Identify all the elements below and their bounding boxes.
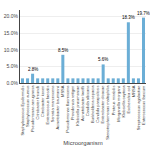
- svg-text:Pseudomonas fluorescens: Pseudomonas fluorescens: [65, 86, 70, 133]
- svg-text:8.5%: 8.5%: [58, 48, 68, 53]
- svg-text:20.0%: 20.0%: [4, 13, 19, 19]
- svg-text:Proteus mirabilis: Proteus mirabilis: [111, 86, 116, 116]
- svg-text:Morganella morganii: Morganella morganii: [116, 85, 121, 121]
- svg-text:Escherichia coli: Escherichia coli: [126, 85, 131, 113]
- svg-text:19.7%: 19.7%: [137, 11, 150, 16]
- svg-text:Enterococcus faecalis: Enterococcus faecalis: [45, 86, 50, 125]
- svg-text:Burkholderia cepacia: Burkholderia cepacia: [90, 85, 95, 123]
- svg-text:0.0%: 0.0%: [7, 80, 19, 86]
- svg-text:MSSA: MSSA: [60, 85, 65, 97]
- svg-text:Streptococcus agalactiae: Streptococcus agalactiae: [136, 85, 141, 130]
- svg-text:18.3%: 18.3%: [122, 15, 135, 20]
- svg-text:Staphylococcus aureus: Staphylococcus aureus: [25, 86, 30, 127]
- svg-text:Acinetobacter baumannii: Acinetobacter baumannii: [55, 85, 60, 129]
- svg-text:Candida albicans: Candida albicans: [85, 86, 90, 117]
- svg-text:Acinetobacter lwoffii: Acinetobacter lwoffii: [80, 85, 85, 121]
- svg-text:Pseudomonas aeruginosa: Pseudomonas aeruginosa: [30, 85, 35, 132]
- svg-text:Serratia marcescens: Serratia marcescens: [50, 86, 55, 123]
- svg-text:Staphylococcus Epidermidis: Staphylococcus Epidermidis: [20, 86, 25, 136]
- svg-text:5.0%: 5.0%: [7, 63, 19, 69]
- svg-text:Citrobacter koseri: Citrobacter koseri: [40, 85, 45, 116]
- svg-text:MRSA: MRSA: [131, 85, 136, 97]
- svg-text:Klebsiella pneumoniae: Klebsiella pneumoniae: [75, 85, 80, 126]
- svg-text:Providencia rettgeri: Providencia rettgeri: [70, 85, 75, 120]
- svg-text:15.0%: 15.0%: [4, 30, 19, 36]
- svg-text:Stenotrophomonas maltophilia: Stenotrophomonas maltophilia: [106, 85, 111, 140]
- svg-text:2.8%: 2.8%: [28, 67, 38, 72]
- svg-text:Klebsiella oxytoca: Klebsiella oxytoca: [121, 85, 126, 118]
- svg-text:Microorganism: Microorganism: [63, 140, 102, 146]
- svg-text:10.0%: 10.0%: [4, 47, 19, 53]
- svg-text:Citrobacter freundii: Citrobacter freundii: [35, 85, 40, 119]
- svg-text:Enterobacter cloacae: Enterobacter cloacae: [100, 85, 105, 124]
- svg-text:Candida parapsilosis: Candida parapsilosis: [95, 86, 100, 123]
- svg-text:5.6%: 5.6%: [98, 57, 108, 62]
- svg-text:Enterococcus faecium: Enterococcus faecium: [141, 85, 146, 125]
